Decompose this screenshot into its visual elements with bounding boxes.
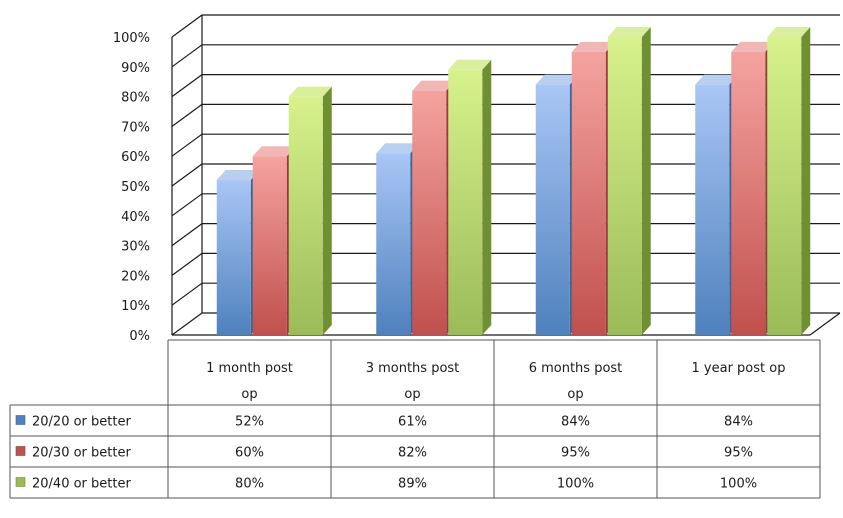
data-value-label: 95% — [724, 446, 753, 461]
x-category-label: op — [567, 387, 583, 402]
y-tick-label: 20% — [121, 269, 150, 284]
legend-swatch — [15, 446, 26, 456]
bar-side — [641, 27, 651, 335]
bar-top — [216, 170, 260, 181]
bar-top — [412, 80, 456, 91]
bar-front — [376, 153, 411, 335]
data-value-label: 95% — [561, 446, 590, 461]
legend-swatch — [15, 477, 26, 487]
y-tick-label: 30% — [121, 240, 150, 255]
bar-front — [695, 84, 730, 336]
bar-side — [322, 86, 332, 335]
data-value-label: 100% — [557, 477, 594, 492]
bar-top — [731, 41, 775, 52]
bar — [767, 27, 811, 335]
bar-front — [607, 37, 642, 335]
legend-swatch — [15, 415, 26, 425]
bar-front — [252, 156, 287, 335]
data-value-label: 84% — [561, 415, 590, 430]
y-tick-label: 80% — [121, 91, 150, 106]
bar — [607, 27, 651, 335]
data-value-label: 84% — [724, 415, 753, 430]
bar-side — [801, 27, 811, 335]
bar-top — [535, 74, 579, 85]
bar-top — [695, 74, 739, 85]
legend-label: 20/30 or better — [32, 446, 131, 461]
bar-top — [376, 143, 420, 154]
x-category-label: op — [241, 387, 257, 402]
bar-front — [571, 51, 606, 336]
data-value-label: 52% — [235, 415, 264, 430]
data-value-label: 60% — [235, 446, 264, 461]
y-tick-label: 60% — [121, 150, 150, 165]
x-category-label: 1 year post op — [692, 361, 786, 376]
data-value-label: 89% — [398, 477, 427, 492]
data-value-label: 80% — [235, 477, 264, 492]
bar-front — [731, 51, 766, 336]
bar-front — [448, 69, 483, 335]
floor-right-edge — [809, 312, 841, 336]
bar-front — [535, 84, 570, 336]
legend-label: 20/40 or better — [32, 477, 131, 492]
bars — [216, 27, 811, 336]
bar-side — [482, 59, 492, 335]
y-tick-label: 50% — [121, 180, 150, 195]
data-value-label: 100% — [720, 477, 757, 492]
x-category-label: 6 months post — [529, 361, 623, 376]
bar-front — [216, 180, 251, 335]
y-tick-label: 90% — [121, 61, 150, 76]
bar-top — [252, 146, 296, 157]
bar-top — [571, 41, 615, 52]
x-category-label: 1 month post — [206, 361, 293, 376]
gridline — [171, 14, 840, 38]
x-category-label: 3 months post — [366, 361, 460, 376]
data-value-label: 82% — [398, 446, 427, 461]
y-tick-label: 100% — [113, 31, 150, 46]
legend-label: 20/20 or better — [32, 415, 131, 430]
x-category-label: op — [404, 387, 420, 402]
bar-top — [288, 86, 332, 97]
bar-front — [412, 90, 447, 335]
bar-top — [607, 27, 651, 37]
bar-front — [767, 37, 802, 335]
data-table: 1 month post op 3 months post op 6 months po… — [9, 339, 821, 499]
bar — [448, 59, 492, 335]
bar-top — [767, 27, 811, 37]
y-tick-label: 0% — [129, 329, 150, 344]
y-tick-label: 70% — [121, 120, 150, 135]
y-tick-label: 10% — [121, 299, 150, 314]
bar-front — [288, 96, 323, 335]
data-value-label: 61% — [398, 415, 427, 430]
bar — [288, 86, 332, 335]
bar-top — [448, 59, 492, 70]
y-tick-label: 40% — [121, 210, 150, 225]
